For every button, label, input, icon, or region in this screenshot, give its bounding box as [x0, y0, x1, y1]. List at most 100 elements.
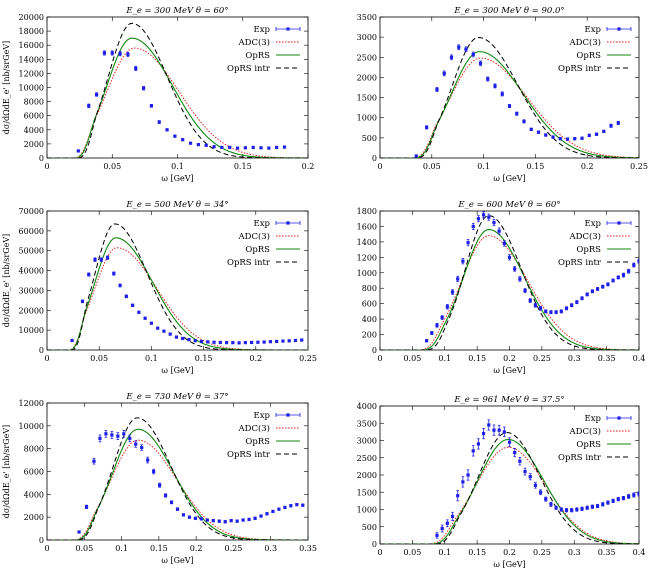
exp-point	[275, 145, 279, 150]
exp-point	[235, 519, 239, 523]
x-tick-label: 0.15	[468, 548, 486, 557]
exp-point	[251, 145, 255, 150]
exp-point	[193, 339, 197, 343]
exp-point	[169, 500, 174, 504]
exp-point	[544, 133, 548, 137]
exp-point	[492, 428, 496, 432]
exp-point	[275, 339, 279, 344]
chart-title: E_e = 500 MeV θ = 34°	[125, 200, 228, 210]
exp-point	[497, 428, 501, 432]
exp-point	[140, 445, 144, 450]
exp-point	[544, 309, 548, 313]
exp-point	[513, 267, 517, 271]
exp-point	[558, 137, 562, 141]
exp-point	[616, 497, 620, 501]
exp-point	[131, 303, 135, 307]
exp-point	[181, 336, 185, 341]
y-tick-label: 6000	[24, 468, 44, 477]
y-tick-label: 0	[372, 154, 377, 163]
exp-point	[502, 430, 506, 434]
exp-point	[134, 442, 138, 446]
exp-point	[196, 143, 200, 147]
x-tick-label: 0.1	[115, 544, 128, 553]
y-tick-label: 8000	[24, 98, 44, 107]
exp-point	[573, 137, 577, 141]
exp-point	[528, 475, 532, 479]
legend-label-adc: ADC(3)	[238, 231, 271, 242]
exp-point	[281, 339, 285, 343]
exp-point	[80, 299, 85, 303]
x-axis-label: ω [GeV]	[493, 366, 525, 375]
x-tick-label: 0.1	[438, 354, 451, 363]
legend-label-exp: Exp	[254, 411, 271, 421]
y-tick-label: 12000	[19, 69, 44, 78]
exp-point	[580, 296, 584, 300]
exp-point	[212, 340, 216, 344]
y-tick-label: 1500	[357, 94, 377, 103]
exp-point	[487, 215, 491, 219]
legend-sample-exp-marker	[617, 416, 621, 420]
y-tick-label: 14000	[19, 55, 44, 64]
x-tick-label: 0.05	[403, 548, 421, 557]
exp-point	[575, 300, 579, 304]
exp-point	[70, 338, 74, 343]
y-tick-label: 20000	[19, 306, 44, 315]
chart-panel-5: 0 0.05 0.1 0.15 0.2 0.25 0.3 0.35 0 2000 4000 6000 8…	[2, 392, 317, 565]
y-tick-label: 4000	[24, 126, 44, 135]
y-tick-label: 10000	[19, 326, 44, 335]
exp-point	[168, 332, 172, 336]
x-tick-label: 0.05	[423, 162, 441, 171]
exp-point	[156, 326, 160, 330]
chart-title: E_e = 300 MeV θ = 90.0°	[453, 6, 564, 16]
exp-point	[256, 340, 260, 344]
y-tick-label: 10000	[19, 422, 44, 431]
x-tick-label: 0.4	[633, 548, 646, 557]
exp-point	[606, 282, 610, 286]
curves	[47, 223, 308, 350]
x-tick-label: 0.15	[468, 354, 486, 363]
exp-point	[237, 341, 241, 345]
exp-point	[110, 51, 114, 55]
y-tick-label: 0	[39, 536, 44, 545]
chart-panel-2: 0 0.05 0.1 0.15 0.2 0.25 0 500 1000 1500 2000 2500 3…	[357, 6, 648, 183]
exp-point	[146, 458, 150, 462]
exp-point	[110, 433, 114, 437]
exp-point	[627, 494, 631, 498]
y-tick-label: 1000	[357, 506, 377, 515]
exp-point	[450, 290, 455, 294]
y-tick-label: 0	[39, 346, 44, 355]
x-tick-label: 0	[377, 162, 382, 171]
x-tick-label: 0.35	[299, 544, 317, 553]
legend: Exp ADC(3) OpRS OpRS intr	[227, 411, 301, 460]
exp-point	[414, 154, 418, 158]
exp-point	[94, 92, 99, 97]
exp-point	[105, 256, 110, 260]
exp-point	[507, 104, 512, 108]
exp-point	[533, 303, 537, 307]
exp-point	[529, 127, 533, 131]
x-tick-label: 0.05	[403, 354, 421, 363]
legend-label-oprs: OpRS	[245, 51, 270, 61]
exp-point	[461, 259, 465, 263]
exp-point	[425, 125, 429, 129]
x-tick-label: 0.4	[633, 354, 646, 363]
exp-point	[163, 493, 168, 498]
y-tick-label: 1500	[357, 488, 377, 497]
y-tick-label: 500	[362, 523, 377, 532]
exp-point	[98, 436, 102, 440]
exp-point	[199, 517, 203, 521]
legend-label-oprs: OpRS	[576, 51, 601, 61]
exp-point	[268, 340, 273, 344]
exp-point	[122, 432, 126, 436]
exp-point	[559, 507, 563, 512]
exp-point	[464, 47, 468, 51]
exp-point	[590, 505, 594, 509]
intr-curve	[380, 432, 639, 544]
exp-point	[482, 432, 486, 436]
x-tick-label: 0.2	[302, 162, 315, 171]
y-tick-label: 40000	[19, 267, 44, 276]
exp-point	[157, 120, 161, 124]
exp-point	[502, 241, 506, 246]
x-tick-label: 0.3	[568, 354, 581, 363]
